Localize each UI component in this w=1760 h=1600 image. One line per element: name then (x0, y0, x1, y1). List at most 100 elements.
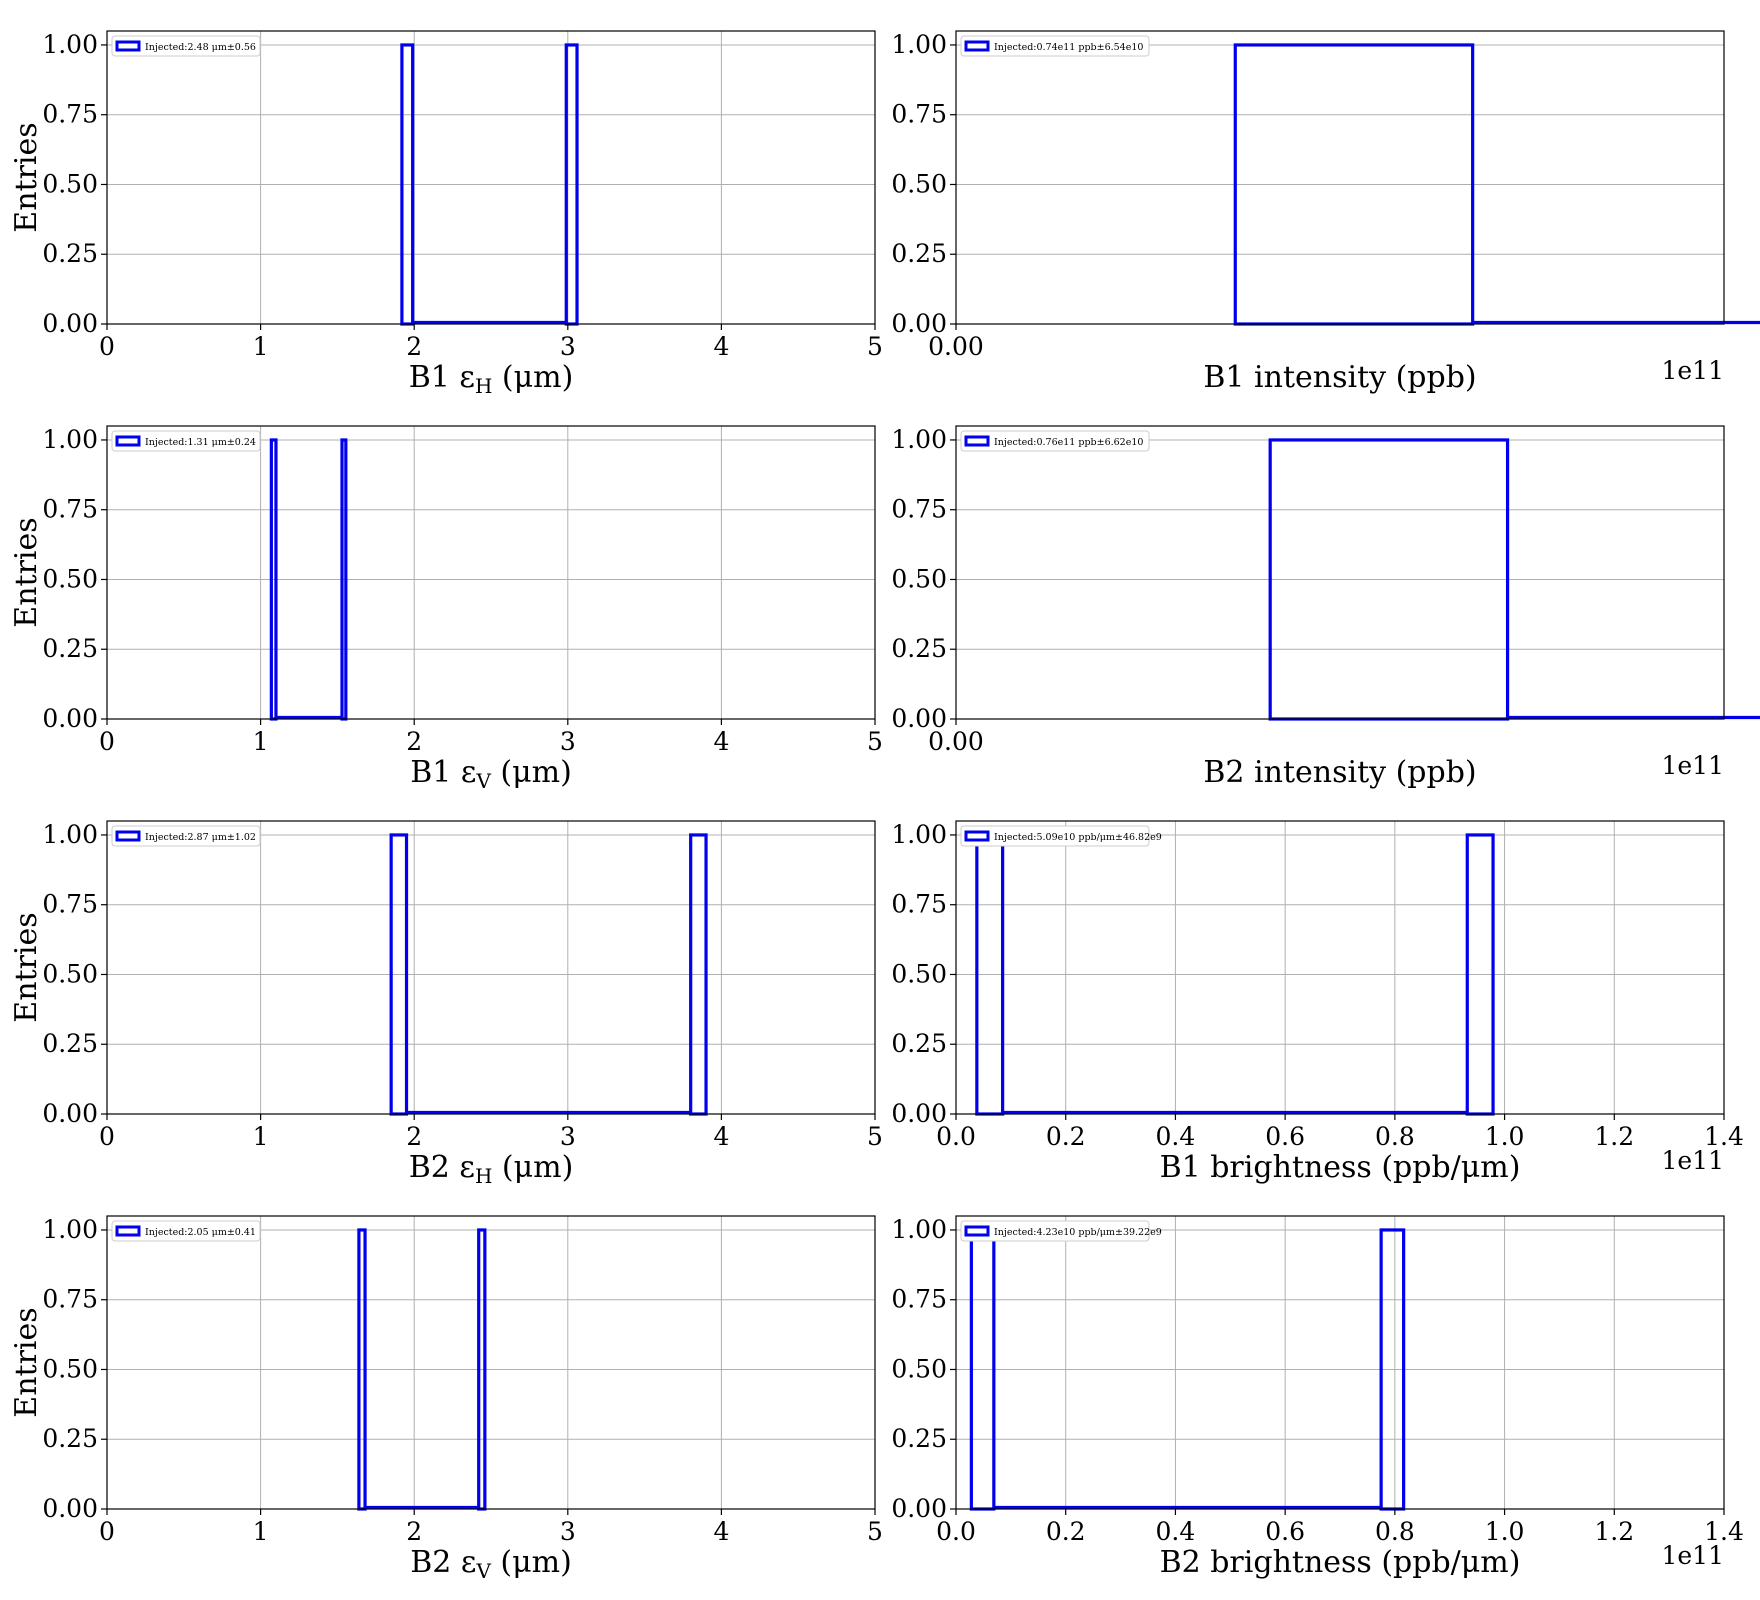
chart-panel: 0 1 2 3 4 5 0.00 0.25 0.50 0.75 1.00 B2 εH (μm) Entr… (9, 820, 883, 1188)
y-tick-label: 0.75 (42, 890, 98, 919)
x-tick-label: 4 (713, 727, 729, 756)
x-tick-label: 1 (253, 727, 269, 756)
x-tick-label: 0 (99, 1122, 115, 1151)
axis-offset-label: 1e11 (1661, 1146, 1724, 1175)
axes-frame (106, 1215, 876, 1510)
y-tick-label: 0.50 (42, 1354, 98, 1383)
axes-frame (106, 425, 876, 720)
y-tick-label: 0.00 (891, 1099, 947, 1128)
legend-swatch (964, 435, 990, 447)
x-tick-label: 2 (406, 332, 422, 361)
x-tick-label: 0.0 (936, 1517, 976, 1546)
legend-box (111, 825, 261, 847)
x-axis-label: B2 εV (μm) (410, 1545, 572, 1583)
y-tick-label: 1.00 (42, 820, 98, 849)
chart-panel: 0.0 0.2 0.4 0.6 0.8 1.0 1.2 1.4 0.00 0.25 0.50 0.75… (891, 1215, 1744, 1580)
axis-offset-label: 1e11 (1661, 751, 1724, 780)
x-tick-label: 1 (253, 1122, 269, 1151)
x-tick-label: 5 (867, 332, 883, 361)
legend-label: Injected:2.48 μm±0.56 (145, 42, 256, 53)
y-tick-label: 0.75 (42, 495, 98, 524)
x-tick-label: 1.2 (1594, 1517, 1634, 1546)
y-tick-label: 0.50 (891, 564, 947, 593)
x-tick-label: 0.4 (1156, 1122, 1196, 1151)
x-axis-label-subscript: H (475, 374, 492, 398)
axes-frame (106, 30, 876, 325)
x-tick-label: 0.2 (1046, 1122, 1086, 1151)
x-tick-label: 0.6 (1265, 1517, 1305, 1546)
y-axis-label: Entries (9, 1307, 44, 1417)
x-tick-label: 1 (253, 1517, 269, 1546)
legend-swatch (115, 435, 141, 447)
x-axis-label-main: B2 ε (410, 1545, 476, 1580)
y-tick-label: 0.25 (891, 1029, 947, 1058)
y-tick-label: 0.50 (42, 564, 98, 593)
y-tick-label: 0.75 (891, 100, 947, 129)
x-axis-label: B2 εH (μm) (409, 1150, 574, 1188)
chart-panel: 0 1 2 3 4 5 0.00 0.25 0.50 0.75 1.00 B1 εH (μm) Entr… (9, 30, 883, 398)
x-axis-label: B1 brightness (ppb/μm) (1160, 1150, 1521, 1185)
y-tick-label: 0.25 (42, 239, 98, 268)
x-tick-label: 4 (713, 332, 729, 361)
x-tick-label: 1.4 (1704, 1122, 1744, 1151)
y-tick-label: 0.25 (42, 1029, 98, 1058)
y-tick-label: 0.50 (42, 959, 98, 988)
x-tick-label: 0.4 (1156, 1517, 1196, 1546)
x-axis-label-unit: (μm) (492, 360, 573, 395)
legend-swatch (964, 830, 990, 842)
x-tick-label: 2 (406, 1122, 422, 1151)
x-tick-label: 0.00 (928, 332, 984, 361)
y-tick-label: 0.00 (42, 1494, 98, 1523)
y-tick-label: 0.50 (891, 169, 947, 198)
x-axis-label-main: B2 ε (409, 1150, 475, 1185)
legend-swatch (115, 1225, 141, 1237)
y-tick-label: 0.50 (891, 959, 947, 988)
x-axis-label-main: B1 ε (410, 755, 476, 790)
legend-label: Injected:0.76e11 ppb±6.62e10 (994, 437, 1143, 448)
y-tick-label: 0.50 (42, 169, 98, 198)
y-tick-label: 1.00 (42, 425, 98, 454)
x-tick-label: 0 (99, 727, 115, 756)
x-tick-label: 3 (560, 332, 576, 361)
x-tick-label: 1.4 (1704, 1517, 1744, 1546)
y-tick-label: 0.75 (891, 1285, 947, 1314)
chart-panel: 0 1 2 3 4 5 0.00 0.25 0.50 0.75 1.00 B1 εV (μm) Entr… (9, 425, 883, 793)
axes-frame (955, 820, 1725, 1115)
legend-box (111, 1220, 261, 1242)
y-tick-label: 1.00 (891, 1215, 947, 1244)
legend-box (111, 430, 261, 452)
x-tick-label: 3 (560, 1122, 576, 1151)
x-tick-label: 4 (713, 1122, 729, 1151)
x-tick-label: 2 (406, 1517, 422, 1546)
y-tick-label: 1.00 (42, 30, 98, 59)
y-axis-label: Entries (9, 912, 44, 1022)
legend-swatch (115, 830, 141, 842)
y-tick-label: 0.00 (42, 704, 98, 733)
legend-box (960, 430, 1150, 452)
x-axis-label-subscript: V (475, 769, 491, 793)
legend-box (960, 35, 1150, 57)
y-axis-label: Entries (9, 122, 44, 232)
legend-label: Injected:2.87 μm±1.02 (145, 832, 256, 843)
legend-label: Injected:1.31 μm±0.24 (145, 437, 256, 448)
y-tick-label: 1.00 (891, 820, 947, 849)
y-tick-label: 0.75 (891, 890, 947, 919)
x-tick-label: 5 (867, 1122, 883, 1151)
y-tick-label: 1.00 (891, 30, 947, 59)
x-axis-label: B2 brightness (ppb/μm) (1160, 1545, 1521, 1580)
x-axis-label-unit: (μm) (491, 1545, 572, 1580)
y-tick-label: 0.75 (891, 495, 947, 524)
legend-label: Injected:5.09e10 ppb/μm±46.82e9 (994, 832, 1162, 843)
legend-label: Injected:2.05 μm±0.41 (145, 1227, 256, 1238)
y-tick-label: 0.00 (42, 1099, 98, 1128)
chart-panel: 0 1 2 3 4 5 0.00 0.25 0.50 0.75 1.00 B2 εV (μm) Entr… (9, 1215, 883, 1583)
x-tick-label: 1.2 (1594, 1122, 1634, 1151)
y-tick-label: 0.00 (891, 704, 947, 733)
chart-panel: 0.000.250.500.751.001.251.501.752.000.00… (891, 425, 1760, 790)
x-tick-label: 4 (713, 1517, 729, 1546)
x-tick-label: 0.8 (1375, 1122, 1415, 1151)
axis-offset-label: 1e11 (1661, 356, 1724, 385)
y-axis-label: Entries (9, 517, 44, 627)
y-tick-label: 0.25 (42, 634, 98, 663)
